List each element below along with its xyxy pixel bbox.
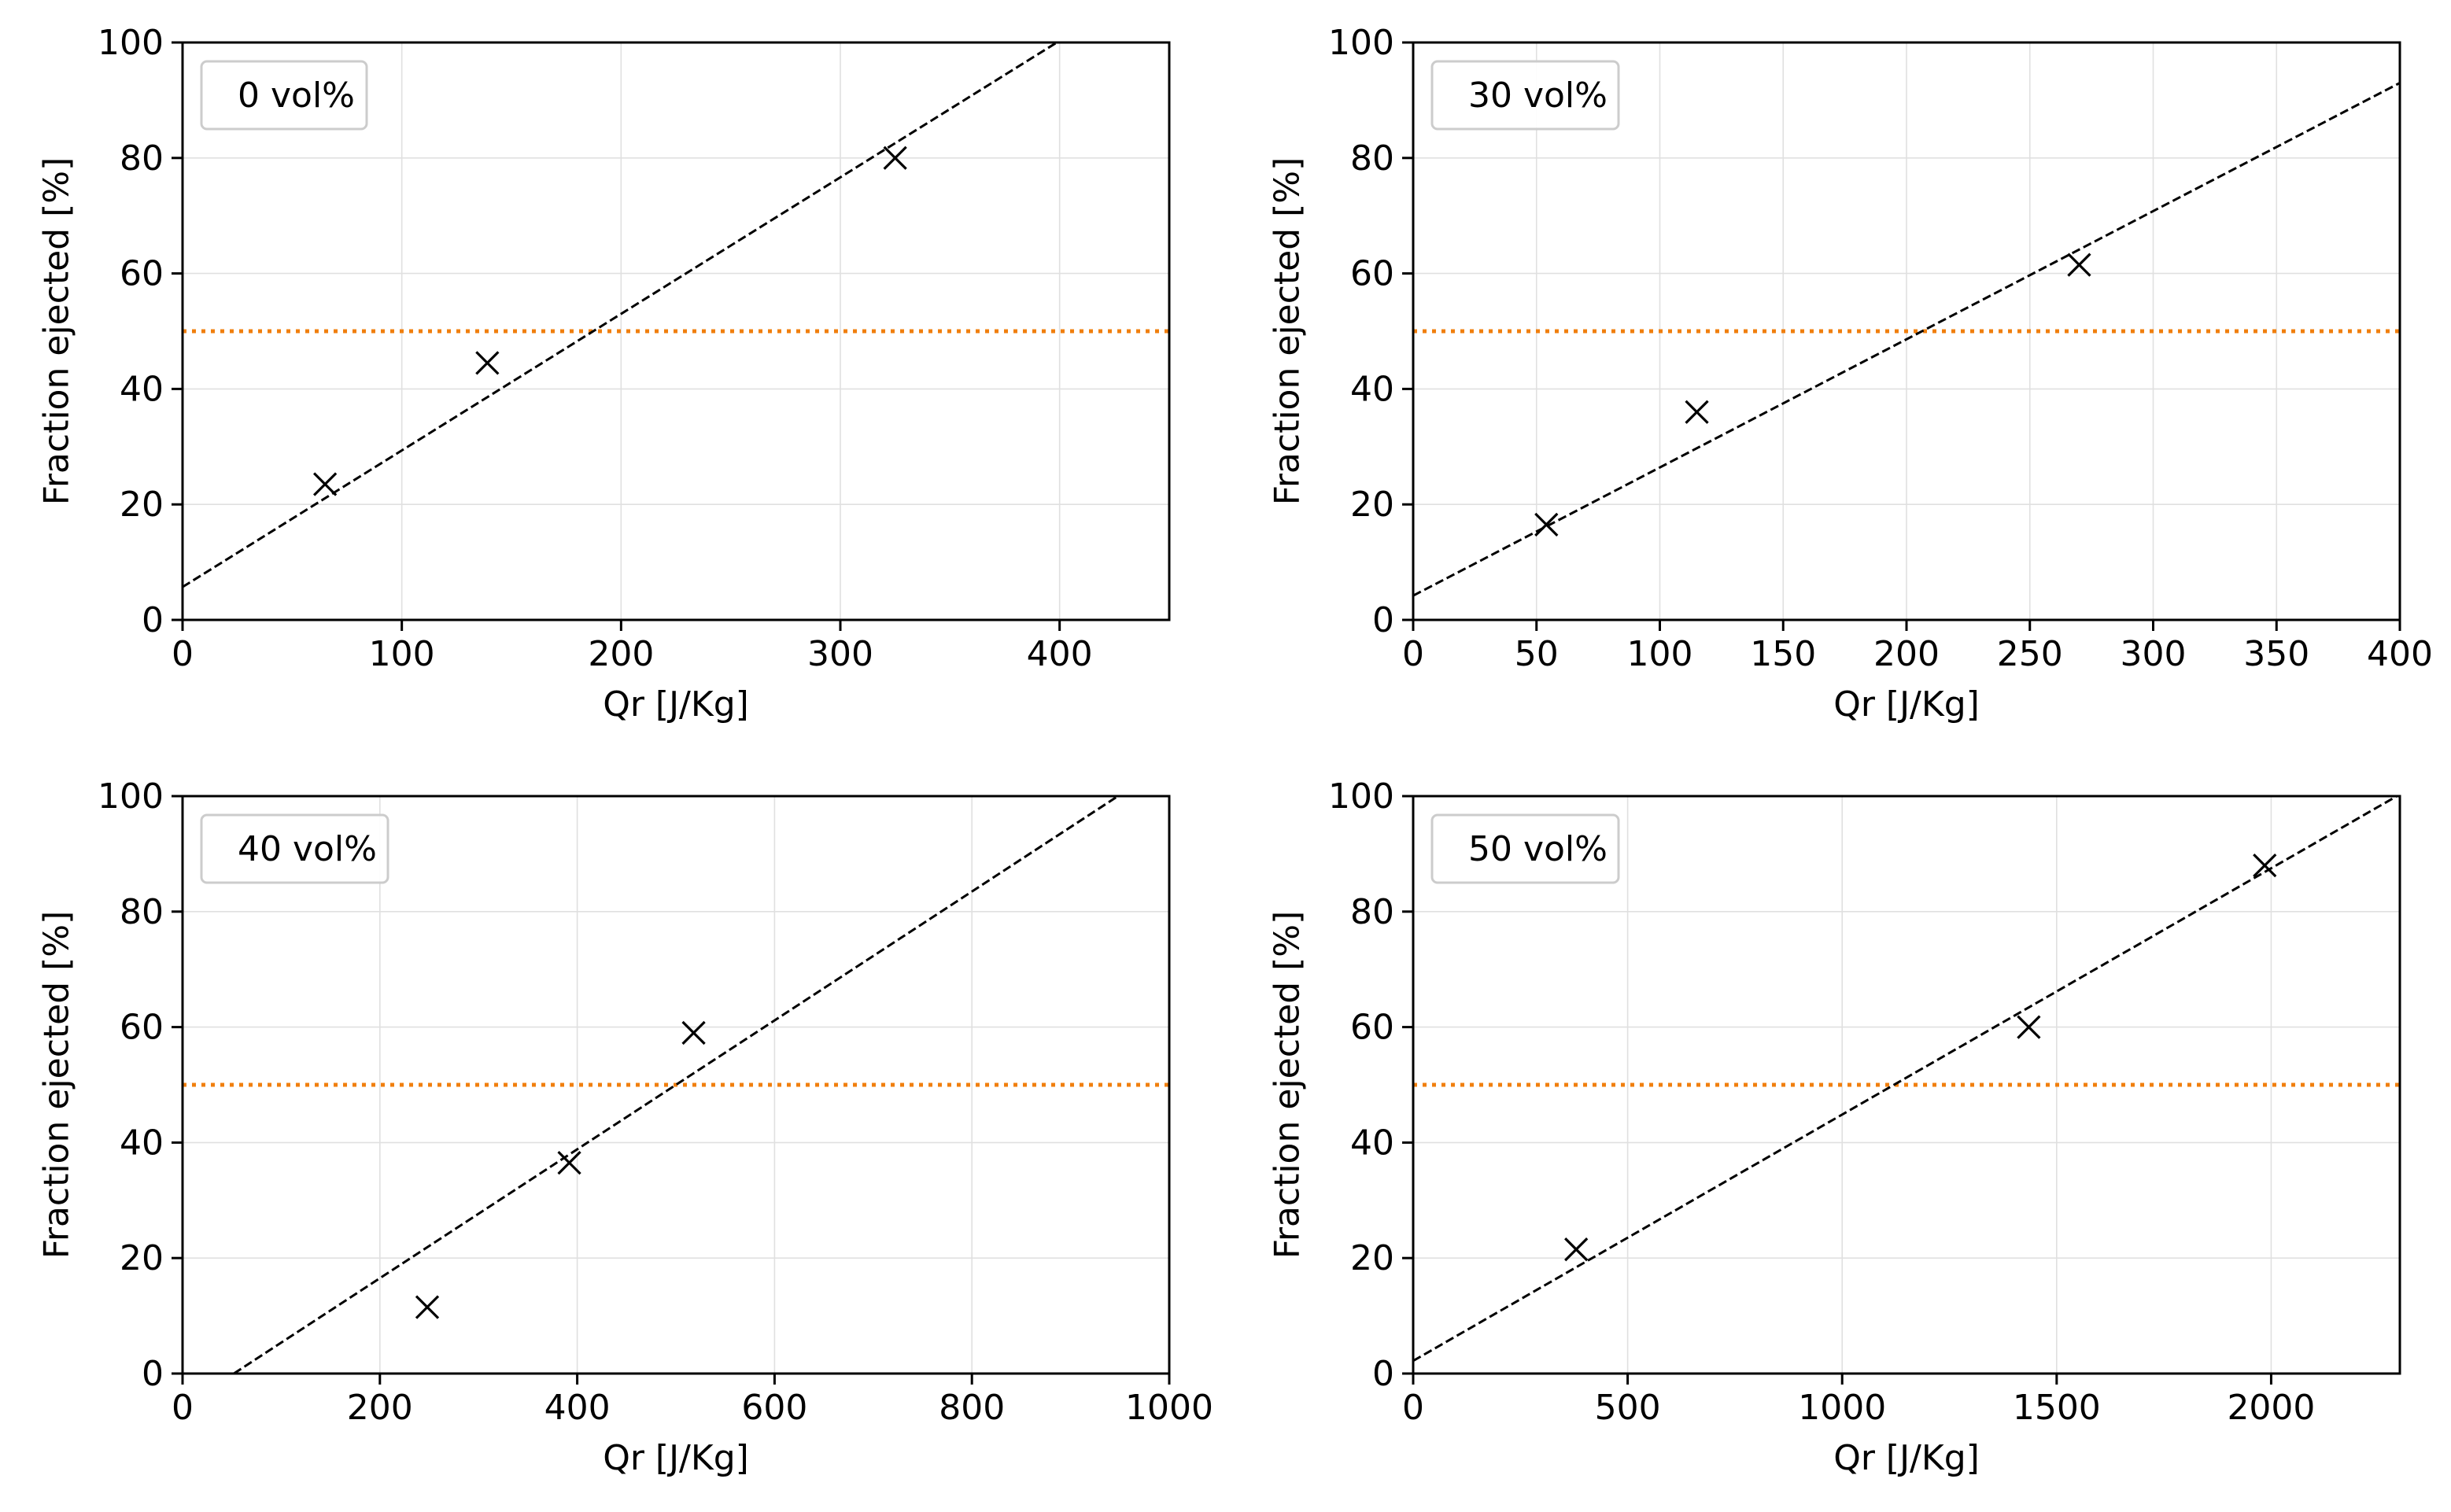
x-tick-label: 300 [2121,634,2187,674]
legend-label: 40 vol% [238,829,377,869]
y-tick-label: 40 [120,1123,164,1163]
x-tick-label: 100 [1627,634,1693,674]
y-axis-label: Fraction ejected [%] [37,911,77,1259]
panel-3: 0 200 400 600 800 1000 0 20 40 60 80 100 Qr [J/Kg] Fr… [37,776,1213,1478]
y-tick-label: 80 [120,892,164,932]
x-tick-label: 200 [347,1388,413,1428]
legend-box [1430,60,1620,131]
x-tick-label: 1500 [2013,1388,2101,1428]
panel-1: 0 100 200 300 400 0 20 40 60 80 100 Qr [J/Kg] Fracti… [37,23,1171,725]
y-tick-label: 60 [1350,254,1394,294]
y-tick-label: 0 [1372,600,1394,640]
data-point [1534,512,1559,537]
x-tick-label: 0 [1402,634,1424,674]
x-tick-label: 0 [1402,1388,1424,1428]
y-tick-label: 60 [120,1008,164,1048]
data-point [1564,1237,1589,1262]
fit-line [183,42,1059,588]
legend-label: 0 vol% [238,76,355,116]
y-tick-label: 40 [120,369,164,409]
y-tick-label: 0 [142,600,164,640]
x-tick-label: 600 [741,1388,807,1428]
data-point [313,472,338,496]
fit-line [1413,796,2400,1363]
legend-label: 30 vol% [1468,76,1608,116]
x-axis-label: Qr [J/Kg] [1833,1438,1980,1478]
y-tick-label: 100 [98,23,164,63]
x-axis-label: Qr [J/Kg] [603,1438,749,1478]
y-axis-label: Fraction ejected [%] [1268,157,1308,506]
y-tick-label: 100 [1328,23,1394,63]
y-axis-label: Fraction ejected [%] [37,157,77,506]
y-tick-label: 60 [1350,1008,1394,1048]
axes-frame [181,41,1171,621]
x-tick-label: 0 [172,1388,194,1428]
x-tick-label: 150 [1750,634,1816,674]
axes-frame [181,795,1171,1375]
y-tick-label: 40 [1350,1123,1394,1163]
data-point [2253,853,2277,878]
y-tick-label: 80 [120,138,164,179]
x-tick-label: 200 [1873,634,1940,674]
axes-frame [1412,795,2401,1375]
data-point [1685,400,1709,424]
x-tick-label: 2000 [2227,1388,2315,1428]
panel-2: 0 50 100 150 200 250 300 350 400 0 20 40 60 80 100 Qr [… [1268,23,2433,725]
x-axis-label: Qr [J/Kg] [1833,684,1980,725]
x-tick-label: 200 [588,634,654,674]
y-tick-label: 100 [98,776,164,817]
y-tick-label: 80 [1350,892,1394,932]
y-tick-label: 20 [120,485,164,525]
y-tick-label: 20 [1350,1238,1394,1278]
legend-label: 50 vol% [1468,829,1608,869]
x-tick-label: 500 [1595,1388,1661,1428]
data-point [883,146,907,170]
y-tick-label: 0 [142,1354,164,1394]
x-tick-label: 350 [2243,634,2309,674]
data-point [2017,1015,2041,1039]
x-tick-label: 800 [939,1388,1005,1428]
panel-4: 0 500 1000 1500 2000 0 20 40 60 80 100 Qr [J/Kg] Fra… [1268,776,2401,1478]
fit-line [1413,82,2400,597]
y-tick-label: 20 [120,1238,164,1278]
y-tick-label: 0 [1372,1354,1394,1394]
y-tick-label: 40 [1350,369,1394,409]
data-point [475,351,500,375]
x-tick-label: 1000 [1125,1388,1213,1428]
x-tick-label: 400 [544,1388,611,1428]
y-tick-label: 80 [1350,138,1394,179]
x-tick-label: 400 [2367,634,2433,674]
y-axis-label: Fraction ejected [%] [1268,911,1308,1259]
data-point [681,1020,706,1045]
x-axis-label: Qr [J/Kg] [603,684,749,725]
y-tick-label: 60 [120,254,164,294]
x-tick-label: 1000 [1798,1388,1886,1428]
data-point [2067,253,2091,277]
x-tick-label: 300 [807,634,873,674]
x-tick-label: 50 [1515,634,1559,674]
y-tick-label: 100 [1328,776,1394,817]
legend-box [1430,813,1620,884]
x-tick-label: 250 [1997,634,2063,674]
data-point [557,1150,581,1175]
x-tick-label: 100 [369,634,435,674]
legend-box [200,60,368,131]
x-tick-label: 400 [1027,634,1093,674]
data-point [415,1295,440,1319]
x-tick-label: 0 [172,634,194,674]
legend-box [200,813,389,884]
y-tick-label: 20 [1350,485,1394,525]
